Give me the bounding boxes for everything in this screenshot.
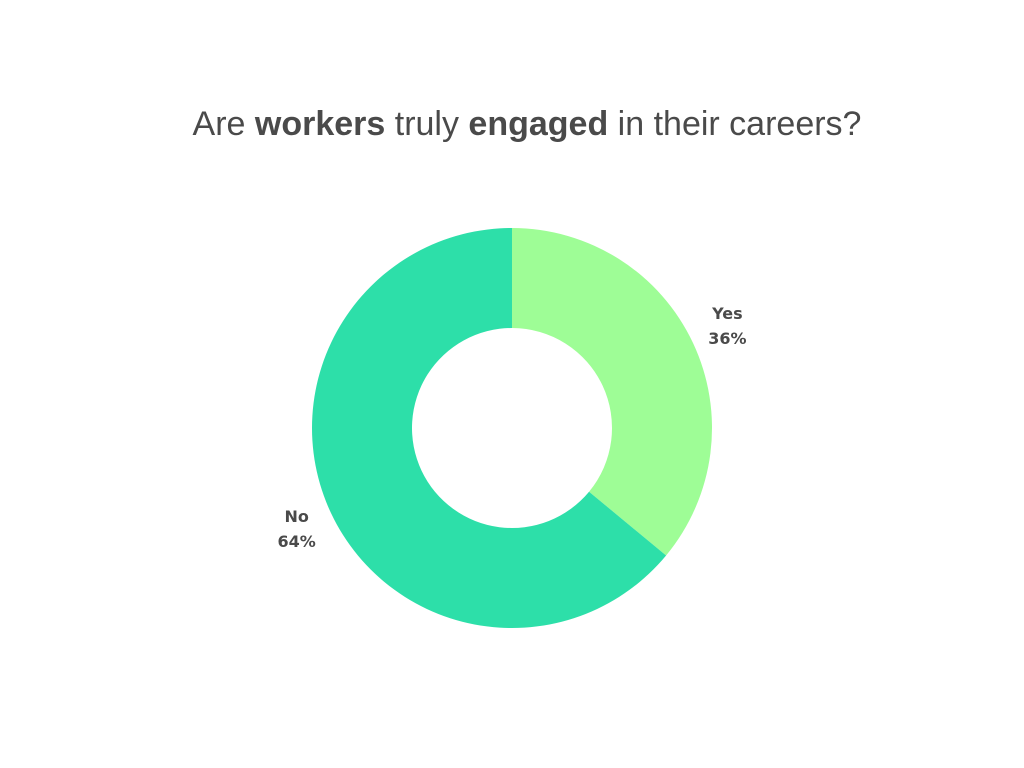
slice-value-label: 64% [278, 532, 316, 551]
donut-slice [312, 228, 667, 628]
title-run: truly [385, 105, 468, 143]
slice-label: Yes [711, 304, 743, 323]
title-run: Are [193, 105, 255, 143]
title-run: engaged [468, 105, 608, 143]
slice-label: No [284, 507, 308, 526]
chart-title: Are workers truly engaged in their caree… [193, 105, 862, 143]
slice-value-label: 36% [708, 329, 746, 348]
title-run: in their careers? [608, 105, 861, 143]
title-run: workers [254, 105, 385, 143]
donut-slice [512, 228, 712, 556]
